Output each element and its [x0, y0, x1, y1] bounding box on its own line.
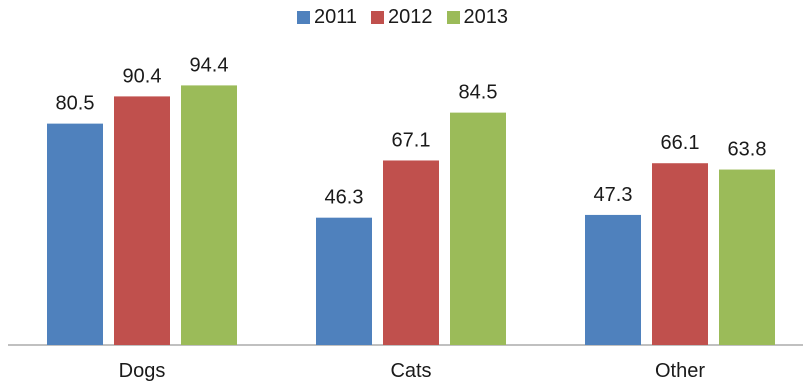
- bar-other-2012: [652, 163, 708, 345]
- bar-other-2013: [719, 169, 775, 345]
- legend-swatch-2013: [446, 11, 460, 24]
- bar-dogs-2012: [114, 96, 170, 346]
- data-label-other-2011: 47.3: [594, 184, 633, 206]
- bar-cats-2013: [450, 112, 506, 345]
- legend-label-2013: 2013: [463, 6, 509, 28]
- bar-dogs-2013: [181, 85, 237, 346]
- legend-label-2012: 2012: [388, 6, 433, 28]
- legend-swatch-2012: [371, 11, 384, 24]
- bar-other-2011: [585, 214, 641, 345]
- category-label-other: Other: [655, 360, 705, 382]
- category-label-dogs: Dogs: [119, 360, 166, 382]
- data-label-dogs-2013: 94.4: [190, 54, 229, 76]
- data-label-other-2012: 66.1: [661, 132, 700, 154]
- legend-swatch-2011: [296, 11, 310, 24]
- bar-dogs-2011: [47, 123, 103, 345]
- data-label-cats-2013: 84.5: [459, 82, 498, 104]
- bar-cats-2012: [383, 160, 439, 345]
- data-label-dogs-2012: 90.4: [123, 65, 162, 87]
- data-label-cats-2012: 67.1: [392, 129, 431, 151]
- bar-cats-2011: [316, 217, 372, 345]
- data-label-dogs-2011: 80.5: [56, 93, 95, 115]
- legend-item-2012: 2012: [371, 6, 433, 29]
- category-label-cats: Cats: [390, 360, 431, 382]
- legend-label-2011: 2011: [313, 6, 357, 28]
- data-label-cats-2011: 46.3: [325, 187, 364, 209]
- data-label-other-2013: 63.8: [728, 139, 767, 161]
- legend-item-2011: 2011: [296, 6, 357, 29]
- legend-item-2013: 2013: [446, 6, 509, 29]
- legend: 2011 2012 2013: [0, 6, 805, 29]
